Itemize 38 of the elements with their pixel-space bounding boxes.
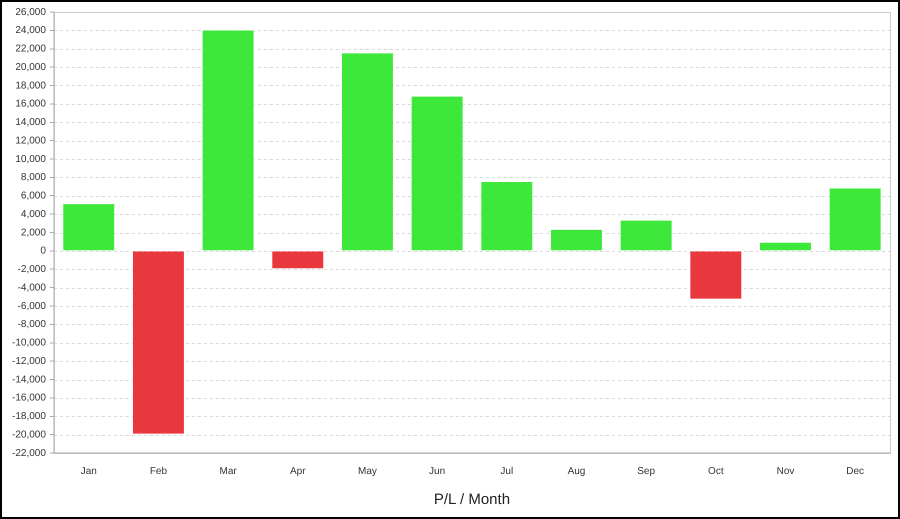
y-tick-label: -2,000 xyxy=(18,264,46,275)
x-tick-label: Aug xyxy=(568,466,586,477)
x-tick-label: Feb xyxy=(150,466,168,477)
y-tick-label: -18,000 xyxy=(12,411,46,422)
y-tick-label: 22,000 xyxy=(15,44,46,54)
x-tick-label: Nov xyxy=(776,466,794,477)
y-tick-label: -16,000 xyxy=(12,392,46,404)
x-tick-label: Sep xyxy=(637,466,656,477)
x-tick-label: Dec xyxy=(846,466,864,477)
x-tick-label: Mar xyxy=(219,466,238,477)
x-tick-label: Oct xyxy=(708,466,724,477)
x-tick-label: May xyxy=(358,466,377,477)
y-tick-label: 14,000 xyxy=(15,117,46,128)
y-tick-label: 18,000 xyxy=(15,80,46,92)
y-tick-label: -10,000 xyxy=(12,338,46,348)
x-tick-label: Jun xyxy=(429,466,446,477)
x-tick-label: Jan xyxy=(80,466,97,477)
y-tick-label: 4,000 xyxy=(20,208,46,220)
x-tick-label: Jul xyxy=(500,466,514,477)
y-tick-label: 10,000 xyxy=(15,154,46,165)
x-tick-label: Apr xyxy=(290,466,306,477)
y-tick-label: -12,000 xyxy=(12,356,46,367)
y-tick-label: -20,000 xyxy=(12,429,46,440)
y-tick-label: -22,000 xyxy=(12,448,46,459)
y-tick-label: 20,000 xyxy=(15,62,46,73)
y-tick-label: -8,000 xyxy=(18,319,46,330)
y-tick-label: 12,000 xyxy=(15,135,46,146)
y-tick-label: 8,000 xyxy=(20,172,46,184)
y-tick-label: 24,000 xyxy=(15,25,46,36)
y-tick-label: -14,000 xyxy=(12,374,46,386)
y-tick-label: -4,000 xyxy=(18,282,46,294)
y-tick-label: 2,000 xyxy=(20,227,46,238)
y-tick-label: 0 xyxy=(40,246,46,257)
y-tick-label: -6,000 xyxy=(18,300,46,312)
y-tick-label: 16,000 xyxy=(15,98,46,110)
y-tick-label: 6,000 xyxy=(20,190,46,202)
y-tick-label: 26,000 xyxy=(15,6,46,18)
x-axis-title: P/L / Month xyxy=(434,491,510,508)
